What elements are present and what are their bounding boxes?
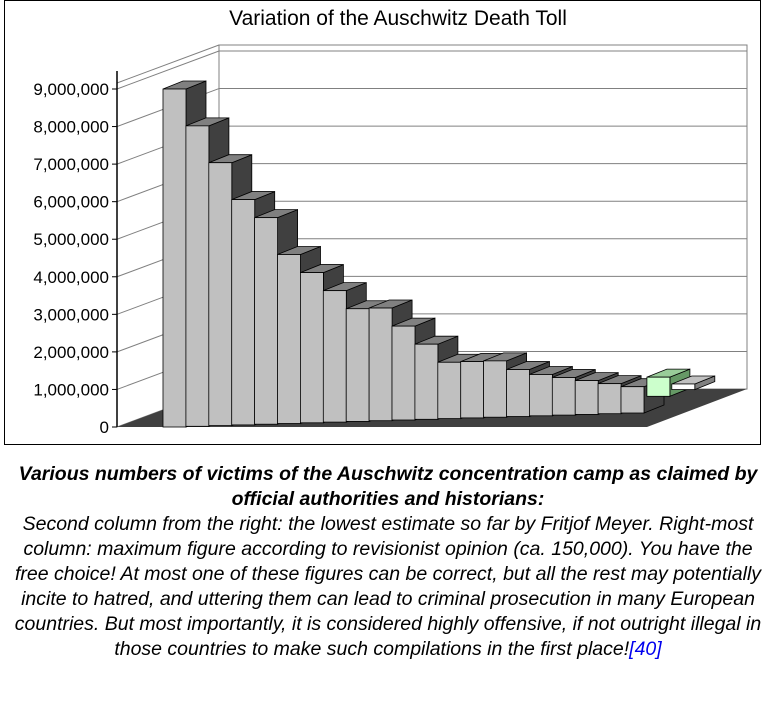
caption-body: Second column from the right: the lowest… [10,512,766,662]
bar-front [299,272,324,424]
y-tick-label: 2,000,000 [33,343,109,362]
left-wall-edge [116,44,220,84]
gridline-diagonal [116,50,220,90]
bar-front [551,377,576,416]
bar-front [231,199,256,426]
death-toll-chart: Variation of the Auschwitz Death Toll 0 1… [33,7,748,437]
bar-front [620,386,645,414]
bar-front [483,360,508,418]
bar-front [345,308,370,422]
bar-front [574,380,599,415]
y-tick-label: 9,000,000 [33,80,109,99]
chart-bars [162,80,716,428]
y-tick-label: 8,000,000 [33,118,109,137]
bar-front [368,307,393,422]
bar-front [646,376,671,397]
bar-front [254,217,279,425]
y-tick-label: 0 [100,418,109,437]
bar-front [277,254,301,424]
chart-title: Variation of the Auschwitz Death Toll [229,7,567,30]
bar-front [185,125,210,427]
caption-heading: Various numbers of victims of the Auschw… [18,463,758,510]
bar [671,375,716,391]
caption-body-text: Second column from the right: the lowest… [14,513,762,660]
y-tick-label: 1,000,000 [33,380,109,399]
y-tick-label: 7,000,000 [33,155,109,174]
bar-front [671,383,696,391]
y-tick-label: 4,000,000 [33,268,109,287]
y-tick-label: 3,000,000 [33,305,109,324]
chart-frame: Variation of the Auschwitz Death Toll 0 1… [4,0,761,445]
y-tick-label: 6,000,000 [33,193,109,212]
bar-front [391,325,416,421]
footnote-reference-link[interactable]: [40] [629,638,662,660]
bar-front [529,374,553,417]
bar-front [162,88,187,428]
y-tick-labels: 0 1,000,000 2,000,000 3,000,000 4,000,000 5,0… [33,80,109,437]
y-axis [112,71,118,428]
y-tick-label: 5,000,000 [33,230,109,249]
figure-caption: Various numbers of victims of the Auschw… [10,462,766,662]
bar-front [506,369,530,417]
bar-front [322,290,347,423]
bar-front [414,343,439,420]
bar-front [460,361,485,419]
bar-front [437,361,462,419]
bar-front [597,383,622,415]
bar-front [208,162,233,426]
